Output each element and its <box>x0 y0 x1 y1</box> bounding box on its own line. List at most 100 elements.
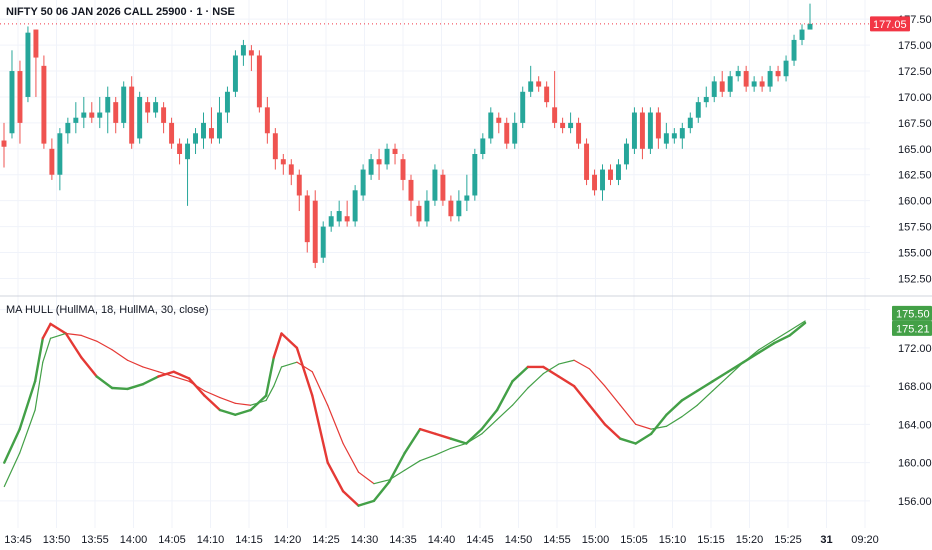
candle <box>1 122 7 168</box>
price-tick-label: 170.00 <box>898 92 932 104</box>
indicator-title[interactable]: MA HULL (HullMA, 18, HullMA, 30, close) <box>6 304 209 316</box>
hull-fast-segment <box>234 408 252 416</box>
hull-slow-segment <box>273 366 283 387</box>
candle <box>169 117 175 149</box>
hull-slow-segment <box>558 359 575 365</box>
candle <box>193 128 198 154</box>
candle <box>137 91 143 144</box>
candle <box>256 50 262 113</box>
hull-slow-segment <box>203 390 221 399</box>
candle <box>623 138 629 170</box>
time-tick-label: 15:05 <box>620 534 648 546</box>
candle <box>368 154 374 180</box>
hull-fast-segment <box>295 346 314 397</box>
candle <box>703 86 709 108</box>
hull-fast-segment <box>495 380 514 412</box>
candle <box>568 112 574 134</box>
candle <box>631 107 637 154</box>
candle <box>560 117 566 134</box>
candle <box>41 55 47 149</box>
hull-fast-segment <box>357 499 376 507</box>
candle <box>759 76 765 92</box>
hull-fast-segment <box>126 382 145 391</box>
hull-fast-segment <box>696 380 714 393</box>
hull-fast-segment <box>588 404 607 426</box>
hull-fast-segment <box>64 332 83 359</box>
candle <box>608 164 613 186</box>
candle <box>384 143 390 170</box>
candle <box>775 65 781 82</box>
candle <box>552 71 558 129</box>
candle <box>743 65 749 92</box>
candle <box>360 164 366 201</box>
time-tick-label: 14:05 <box>158 534 186 546</box>
candle <box>600 164 605 201</box>
candle <box>592 169 598 196</box>
candle <box>528 65 534 97</box>
hull-slow-segment <box>327 404 344 445</box>
hull-slow-segment <box>388 469 406 481</box>
candle <box>679 122 685 149</box>
candle <box>456 190 462 222</box>
hull-fast-segment <box>449 437 468 445</box>
hull-fast-segment <box>434 432 453 440</box>
candle <box>799 24 805 46</box>
time-axis[interactable]: 13:45 13:50 13:55 14:00 14:05 14:10 14:15 14:20… <box>4 534 879 546</box>
candle <box>695 96 701 123</box>
hull-fast-segment <box>272 332 283 359</box>
candle <box>201 112 206 149</box>
candle <box>520 86 526 129</box>
hull-slow-segment <box>588 368 606 387</box>
candle <box>73 102 79 134</box>
candle <box>687 112 693 134</box>
time-tick-label: 14:10 <box>197 534 225 546</box>
hull-fast-segment <box>649 413 668 436</box>
hull-fast-segment <box>326 461 345 493</box>
candle <box>424 190 430 227</box>
candle <box>328 211 334 232</box>
price-axis[interactable]: 152.50 155.00 157.50 160.00 162.50 165.00 167.… <box>898 14 932 285</box>
candle <box>639 107 645 160</box>
time-tick-label: 14:30 <box>351 534 379 546</box>
candle <box>272 128 278 170</box>
hull-value-tag-2: 175.21 <box>892 320 932 336</box>
indicator-tick-label: 164.00 <box>898 419 932 431</box>
chart-title[interactable]: NIFTY 50 06 JAN 2026 CALL 25900 · 1 · NS… <box>6 6 235 18</box>
hull-fast-segment <box>465 427 483 445</box>
hull-slow-segment <box>219 396 236 404</box>
hull-slow-segment <box>173 375 190 382</box>
time-tick-label: 31 <box>820 534 832 546</box>
hull-slow-segment <box>234 402 252 406</box>
price-tick-label: 157.50 <box>898 222 932 234</box>
candle <box>584 138 590 186</box>
hull-slow-segment <box>3 452 21 488</box>
hull-slow-segment <box>373 479 390 485</box>
hull-slow-segment <box>157 371 175 378</box>
hull-fast-segment <box>680 389 699 402</box>
candle <box>89 102 95 123</box>
hull-slow-value: 175.21 <box>896 323 930 335</box>
candle <box>735 65 741 82</box>
hull-fast-segment <box>203 394 222 412</box>
candle <box>408 174 414 217</box>
hull-fast-segment <box>403 427 422 455</box>
candle <box>81 96 87 129</box>
hull-slow-segment <box>481 418 498 435</box>
price-tick-label: 155.00 <box>898 248 932 260</box>
candle <box>224 86 230 123</box>
candles <box>1 3 813 269</box>
hull-fast-segment <box>788 321 807 337</box>
time-tick-label: 14:45 <box>466 534 494 546</box>
candle <box>392 143 398 165</box>
candle <box>448 195 454 222</box>
hull-slow-segment <box>280 361 298 368</box>
hull-fast-segment <box>172 370 191 380</box>
time-tick-label: 14:55 <box>543 534 571 546</box>
hull-fast-segment <box>619 437 637 445</box>
candle <box>671 128 677 144</box>
hull-fast-segment <box>773 334 791 345</box>
candle <box>248 45 254 72</box>
candle <box>288 159 294 186</box>
candle <box>296 169 302 212</box>
